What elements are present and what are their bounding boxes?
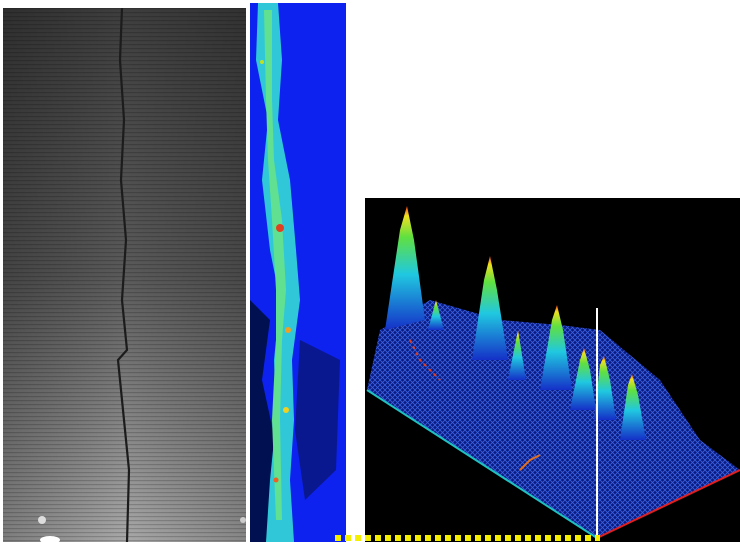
spot [38, 516, 46, 524]
hot-spot [274, 478, 279, 483]
hot-spot [260, 60, 264, 64]
colormap-image [250, 3, 346, 542]
hot-spot [285, 327, 291, 333]
spot [240, 517, 246, 523]
hot-spot [276, 224, 284, 232]
hot-spot [283, 407, 289, 413]
surface-plot [365, 198, 740, 542]
grayscale-image [3, 8, 246, 542]
